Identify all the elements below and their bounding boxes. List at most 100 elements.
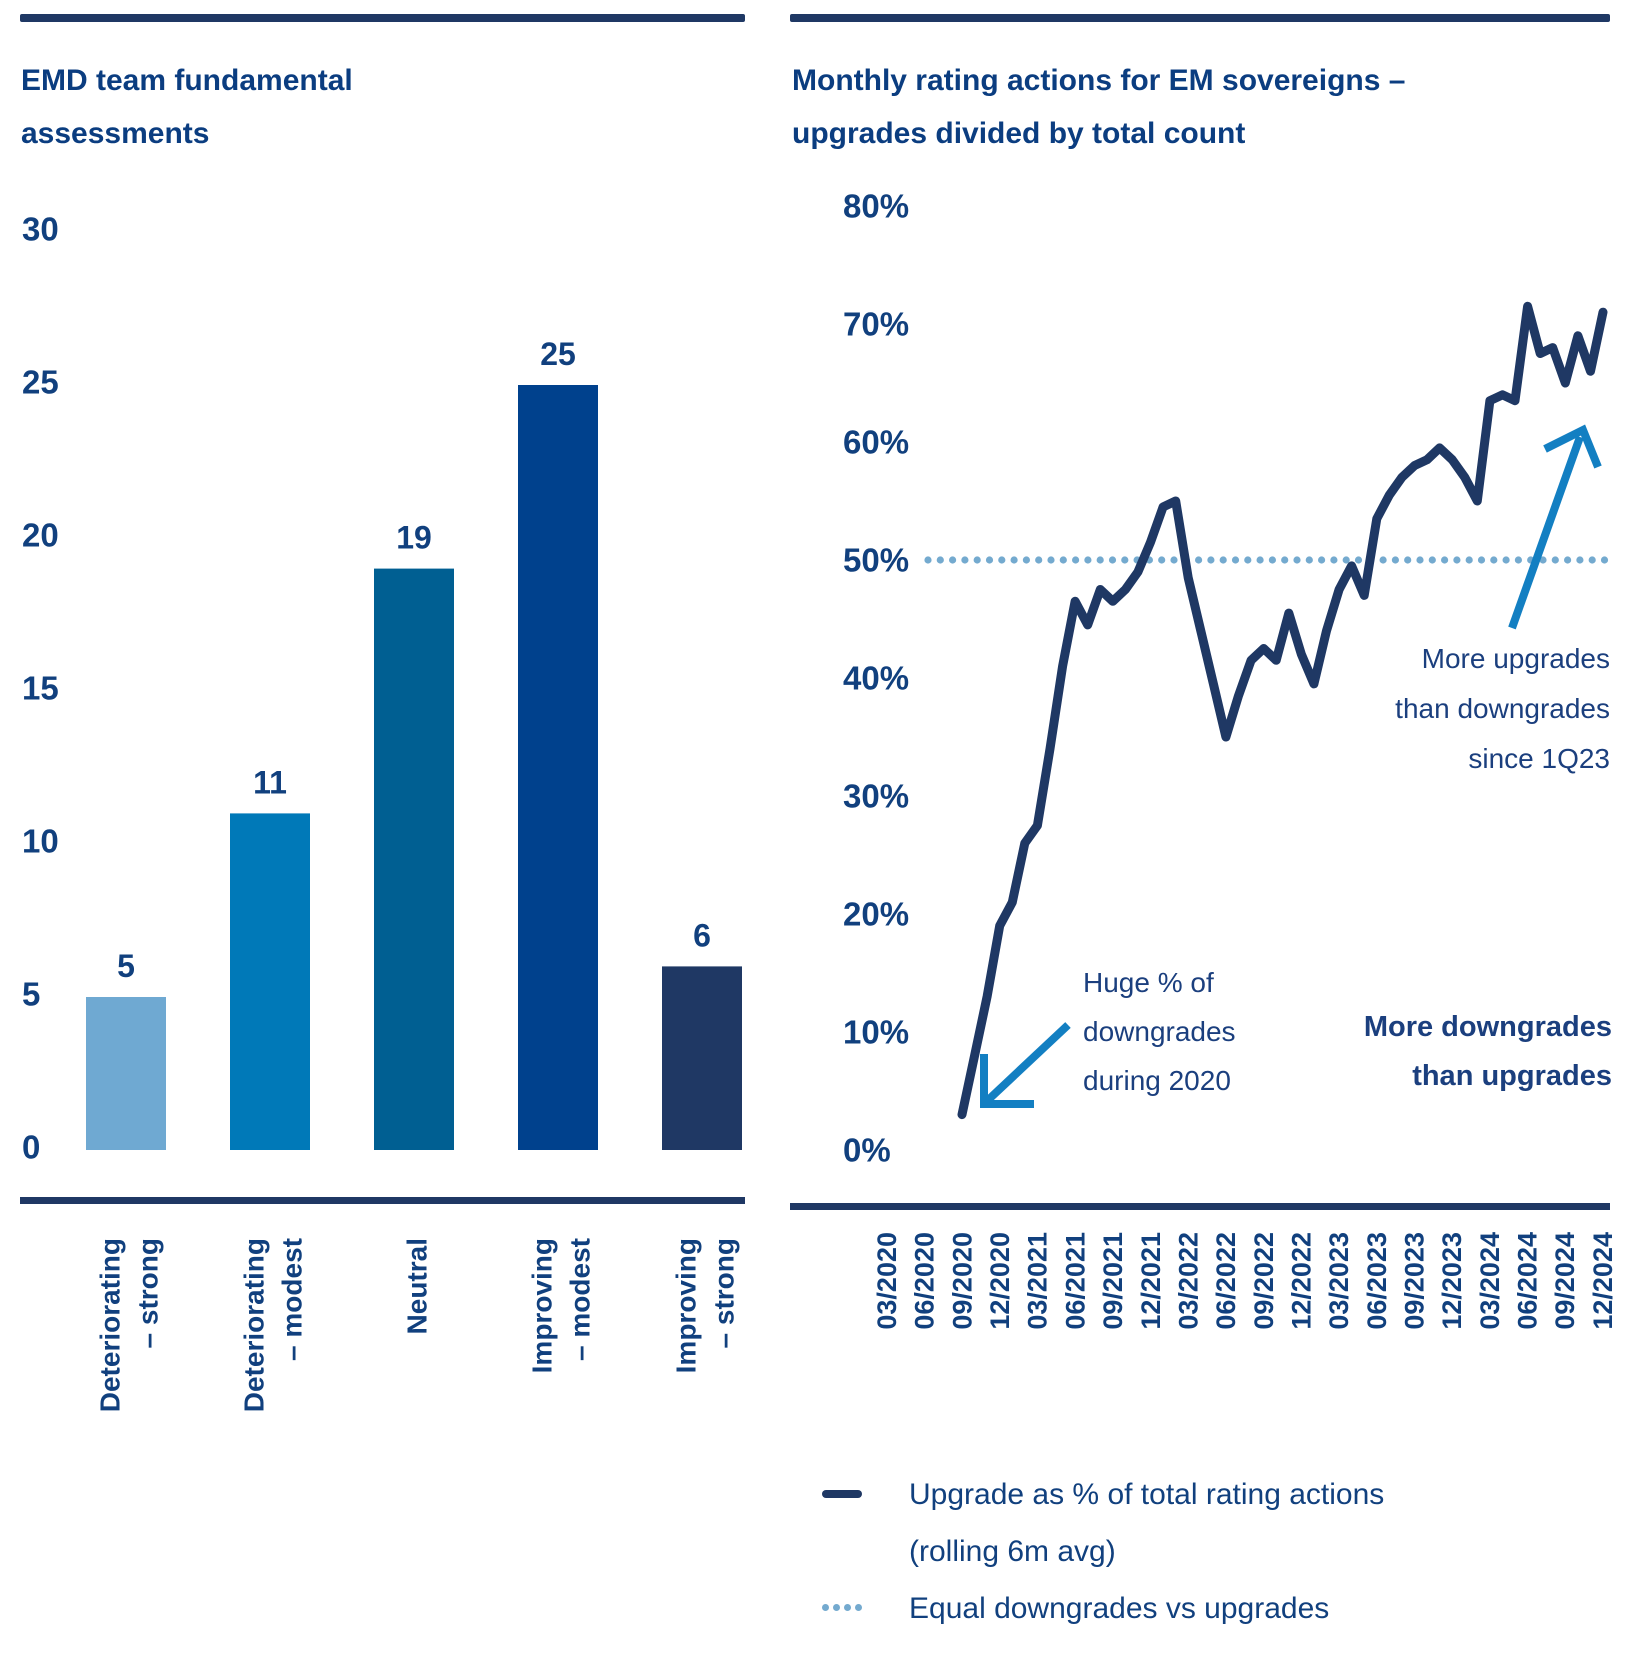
reference-line-dot [1576, 556, 1584, 564]
line-x-tick-label: 03/2023 [1324, 1232, 1354, 1330]
line-x-tick-label: 06/2023 [1362, 1232, 1392, 1330]
annotation-more-downgrades: than upgrades [1412, 1060, 1612, 1092]
reference-line-dot [949, 556, 957, 564]
bar [86, 997, 166, 1150]
line-y-tick-label: 30% [843, 778, 909, 815]
bar-chart-title-line1: EMD team fundamental [21, 64, 353, 97]
line-y-tick-label: 10% [843, 1014, 909, 1051]
line-chart-title-line2: upgrades divided by total count [792, 117, 1246, 150]
line-x-tick-label: 12/2020 [985, 1232, 1015, 1330]
reference-line-dot [936, 556, 944, 564]
reference-line-dot [961, 556, 969, 564]
reference-line-dot [1010, 556, 1018, 564]
reference-line-dot [1022, 556, 1030, 564]
line-x-tick-label: 09/2020 [947, 1232, 977, 1330]
line-y-tick-label: 70% [843, 306, 909, 343]
reference-line-dot [1158, 556, 1166, 564]
up-right-arrow-icon-shaft [1508, 435, 1584, 630]
bar-category-label: Deteriorating [95, 1238, 126, 1412]
bar [518, 385, 598, 1150]
annotation-huge-downgrades: downgrades [1083, 1016, 1236, 1047]
reference-line-dot [1342, 556, 1350, 564]
line-chart-legend: Upgrade as % of total rating actions (ro… [822, 1466, 1384, 1637]
legend-upgrade-label: Upgrade as % of total rating actions (ro… [909, 1466, 1384, 1580]
reference-line-dot [1281, 556, 1289, 564]
legend-line-swatch-wrap [822, 1466, 862, 1498]
annotation-more-upgrades: More upgrades [1422, 643, 1610, 674]
line-y-tick-label: 20% [843, 896, 909, 933]
legend-upgrade-label-line2: (rolling 6m avg) [909, 1535, 1116, 1568]
annotation-huge-downgrades: during 2020 [1083, 1065, 1231, 1096]
bar-x-axis-line [20, 1197, 745, 1204]
line-x-tick-label: 09/2022 [1249, 1232, 1279, 1330]
line-x-tick-label: 12/2023 [1437, 1232, 1467, 1330]
reference-line-dot [1231, 556, 1240, 564]
reference-line-dot [1047, 556, 1055, 564]
reference-line-dot [1453, 556, 1461, 564]
line-y-tick-label: 80% [843, 188, 909, 225]
bar-category-label: Deteriorating [239, 1238, 270, 1412]
bar-chart-title: EMD team fundamental assessments [21, 54, 746, 160]
line-x-tick-label: 09/2024 [1550, 1232, 1580, 1330]
bar [230, 813, 310, 1150]
bar-category-label: Improving [527, 1238, 558, 1373]
line-y-tick-label: 40% [843, 660, 909, 697]
reference-line-dot [1391, 556, 1399, 564]
annotation-more-upgrades: than downgrades [1395, 693, 1610, 724]
reference-line-dot [998, 556, 1006, 564]
reference-line-dot [1477, 556, 1486, 564]
reference-line-dot [1354, 556, 1363, 564]
bar-value-label: 11 [253, 764, 287, 800]
line-x-tick-label: 06/2024 [1513, 1232, 1543, 1330]
reference-line-dot [1219, 556, 1227, 564]
bar-value-label: 6 [693, 917, 711, 953]
bar-y-tick-label: 20 [22, 517, 59, 554]
reference-line-dot [924, 556, 932, 564]
left-top-rule [20, 14, 745, 22]
reference-line-dot [1330, 556, 1338, 564]
annotation-huge-downgrades: Huge % of [1083, 967, 1214, 998]
reference-line-dot [1514, 556, 1522, 564]
reference-line-dot [1195, 556, 1203, 564]
bar-category-label: Neutral [402, 1238, 433, 1334]
bar-category-label: – modest [565, 1238, 596, 1361]
reference-line-dot [1600, 556, 1609, 564]
bar-chart-title-line2: assessments [21, 117, 210, 150]
reference-line-dot [1379, 556, 1387, 564]
down-left-arrow-icon-head [980, 1054, 1034, 1108]
reference-line-dot [1564, 556, 1572, 564]
solid-line-swatch-icon [822, 1490, 862, 1498]
bar-value-label: 5 [117, 948, 135, 984]
line-y-tick-label: 60% [843, 424, 909, 461]
line-x-tick-label: 09/2023 [1400, 1232, 1430, 1330]
reference-line-dot [1059, 556, 1067, 564]
bar-y-tick-label: 30 [22, 211, 59, 248]
bar-category-label: – strong [709, 1238, 740, 1348]
line-x-tick-label: 03/2020 [872, 1232, 902, 1330]
reference-line-dot [1539, 556, 1547, 564]
bar-y-tick-label: 0 [22, 1129, 40, 1166]
line-x-tick-label: 03/2024 [1475, 1232, 1505, 1330]
line-x-tick-label: 12/2021 [1136, 1232, 1166, 1330]
reference-line-dot [1305, 556, 1313, 564]
bar-y-tick-label: 15 [22, 670, 59, 707]
reference-line-dot [1108, 556, 1117, 564]
reference-line-dot [1588, 556, 1596, 564]
up-right-arrow-icon-head [1543, 424, 1602, 469]
reference-line-dot [1121, 556, 1129, 564]
line-chart-title-line1: Monthly rating actions for EM sovereigns… [792, 64, 1406, 97]
line-x-tick-label: 06/2020 [910, 1232, 940, 1330]
bar-y-tick-label: 25 [22, 364, 59, 401]
line-chart-title: Monthly rating actions for EM sovereigns… [792, 54, 1630, 160]
legend-upgrade-label-line1: Upgrade as % of total rating actions [909, 1478, 1385, 1511]
line-y-tick-label: 50% [843, 542, 909, 579]
annotation-more-upgrades: since 1Q23 [1468, 743, 1610, 774]
line-x-tick-label: 09/2021 [1098, 1232, 1128, 1330]
annotation-more-downgrades: More downgrades [1364, 1011, 1612, 1043]
line-x-tick-label: 03/2022 [1173, 1232, 1203, 1330]
reference-line-dot [1551, 556, 1559, 564]
reference-line-dot [1465, 556, 1473, 564]
dotted-line-swatch-icon [822, 1604, 862, 1611]
reference-line-dot [1207, 556, 1215, 564]
